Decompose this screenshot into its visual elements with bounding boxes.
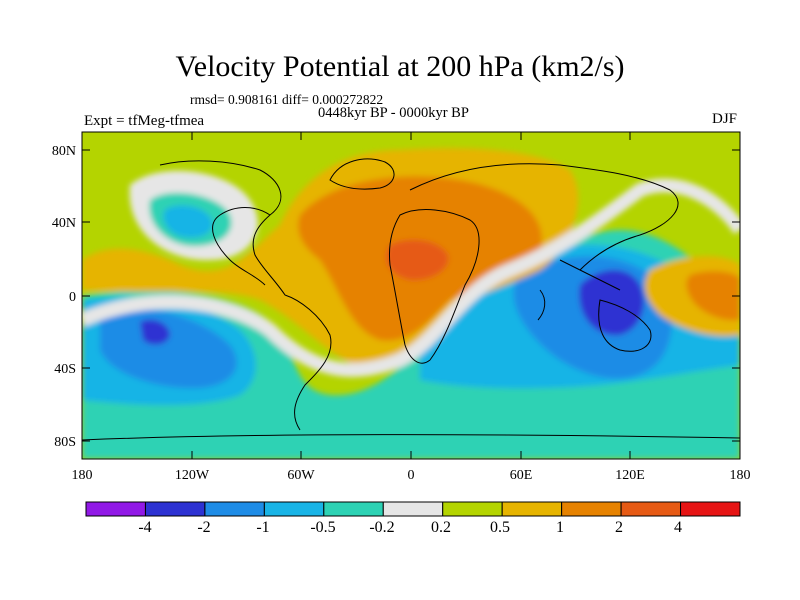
lat-tick-40n: 40N <box>52 216 76 231</box>
colorbar-label: -2 <box>197 519 211 536</box>
colorbar-label: 0.5 <box>490 519 510 536</box>
lon-tick-120w: 120W <box>175 468 210 483</box>
colorbar-label: 1 <box>556 519 564 536</box>
colorbar-label: -0.2 <box>369 519 395 536</box>
colorbar-swatch <box>382 501 444 517</box>
plot-title: Velocity Potential at 200 hPa (km2/s) <box>175 50 625 83</box>
colorbar-swatch <box>561 501 622 517</box>
contour-pacific-orange <box>686 271 740 321</box>
colorbar-swatch <box>85 501 146 517</box>
contour-blue-band <box>100 256 672 389</box>
lat-axis <box>82 149 740 442</box>
lat-tick-80n: 80N <box>52 144 76 159</box>
coastlines <box>82 158 740 441</box>
contour-red-core <box>386 239 449 281</box>
colorbar-swatch <box>442 501 503 517</box>
colorbar-label: -1 <box>256 519 270 536</box>
stats-label: rmsd= 0.908161 diff= 0.000272822 <box>190 92 384 107</box>
colorbar-label: 0.2 <box>431 519 451 536</box>
lat-tick-0: 0 <box>69 290 76 305</box>
colorbar-swatch <box>323 501 384 517</box>
colorbar-swatch <box>144 501 206 517</box>
lon-tick-180e: 180 <box>730 468 751 483</box>
colorbar-swatch <box>680 501 741 517</box>
contour-namerica-blue <box>163 205 213 238</box>
lat-tick-40s: 40S <box>54 362 76 377</box>
colorbar <box>85 501 741 517</box>
contour-field <box>82 148 740 459</box>
lon-tick-60e: 60E <box>510 468 533 483</box>
map-plot-area <box>82 132 740 459</box>
colorbar-label: -0.5 <box>310 519 336 536</box>
season-label: DJF <box>712 111 738 127</box>
colorbar-swatch <box>263 501 325 517</box>
contour-zero-band <box>82 178 740 377</box>
colorbar-swatch <box>501 501 563 517</box>
colorbar-label: -4 <box>138 519 152 536</box>
lat-tick-80s: 80S <box>54 435 76 450</box>
colorbar-label: 4 <box>674 519 682 536</box>
contour-darkblue-core <box>140 270 644 345</box>
lon-tick-0: 0 <box>408 468 415 483</box>
colorbar-swatch <box>204 501 265 517</box>
lon-axis <box>81 132 741 459</box>
colorbar-label: 2 <box>615 519 623 536</box>
lon-tick-120e: 120E <box>615 468 645 483</box>
colorbar-swatch <box>620 501 682 517</box>
lon-tick-60w: 60W <box>287 468 315 483</box>
lon-tick-180w: 180 <box>72 468 93 483</box>
period-label: 0448kyr BP - 0000kyr BP <box>318 105 469 121</box>
experiment-label: Expt = tfMeg-tfmea <box>84 113 205 129</box>
